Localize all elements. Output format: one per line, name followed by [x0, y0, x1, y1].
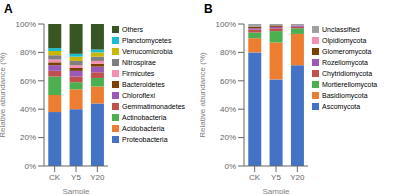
html-text:Nitrospirae: Nitrospirae: [122, 59, 156, 66]
svg-text:80%: 80%: [220, 48, 236, 57]
html-text:Mortierellomycota: Mortierellomycota: [322, 81, 378, 88]
svg-text:CK: CK: [49, 173, 61, 182]
html-text:Verrucomicrobia: Verrucomicrobia: [122, 48, 173, 55]
svg-text:40%: 40%: [20, 105, 36, 114]
html-text:Firmicutes: Firmicutes: [122, 70, 155, 77]
svg-text:Y20: Y20: [90, 173, 105, 182]
html-text:B: B: [204, 2, 213, 16]
svg-text:80%: 80%: [20, 48, 36, 57]
svg-text:20%: 20%: [20, 133, 36, 142]
html-text:Chytridiomycota: Chytridiomycota: [322, 70, 373, 77]
svg-text:CK: CK: [249, 173, 261, 182]
svg-text:60%: 60%: [20, 77, 36, 86]
html-text:Olpidiomycota: Olpidiomycota: [322, 37, 367, 44]
html-text:Bacteroidetes: Bacteroidetes: [122, 81, 165, 88]
svg-text:Y5: Y5: [71, 173, 81, 182]
svg-text:Y20: Y20: [290, 173, 305, 182]
html-text:Actinobacteria: Actinobacteria: [122, 114, 167, 121]
html-text:Glomeromycota: Glomeromycota: [322, 48, 372, 55]
svg-text:0%: 0%: [224, 162, 236, 171]
html-text:Gemmatimonadetes: Gemmatimonadetes: [122, 103, 185, 110]
html-text:Unclassified: Unclassified: [322, 26, 360, 33]
html-text:Proteobacteria: Proteobacteria: [122, 136, 168, 143]
svg-text:20%: 20%: [220, 133, 236, 142]
svg-text:Sample: Sample: [262, 187, 290, 194]
html-text:Others: Others: [122, 26, 143, 33]
svg-text:Sample: Sample: [62, 187, 90, 194]
svg-text:100%: 100%: [216, 20, 236, 29]
svg-text:40%: 40%: [220, 105, 236, 114]
html-text:Acidobacteria: Acidobacteria: [122, 125, 165, 132]
svg-text:0%: 0%: [24, 162, 36, 171]
svg-text:Y5: Y5: [271, 173, 281, 182]
html-text:Chloroflexi: Chloroflexi: [122, 92, 156, 99]
html-text:A: A: [4, 2, 13, 16]
svg-text:100%: 100%: [16, 20, 36, 29]
html-text:Basidiomycota: Basidiomycota: [322, 92, 368, 99]
html-text:Planctomycetes: Planctomycetes: [122, 37, 172, 44]
html-text:Ascomycota: Ascomycota: [322, 103, 361, 110]
svg-text:Relative abundance (%): Relative abundance (%): [200, 52, 207, 138]
html-text:Rozellomycota: Rozellomycota: [322, 59, 368, 66]
svg-text:60%: 60%: [220, 77, 236, 86]
